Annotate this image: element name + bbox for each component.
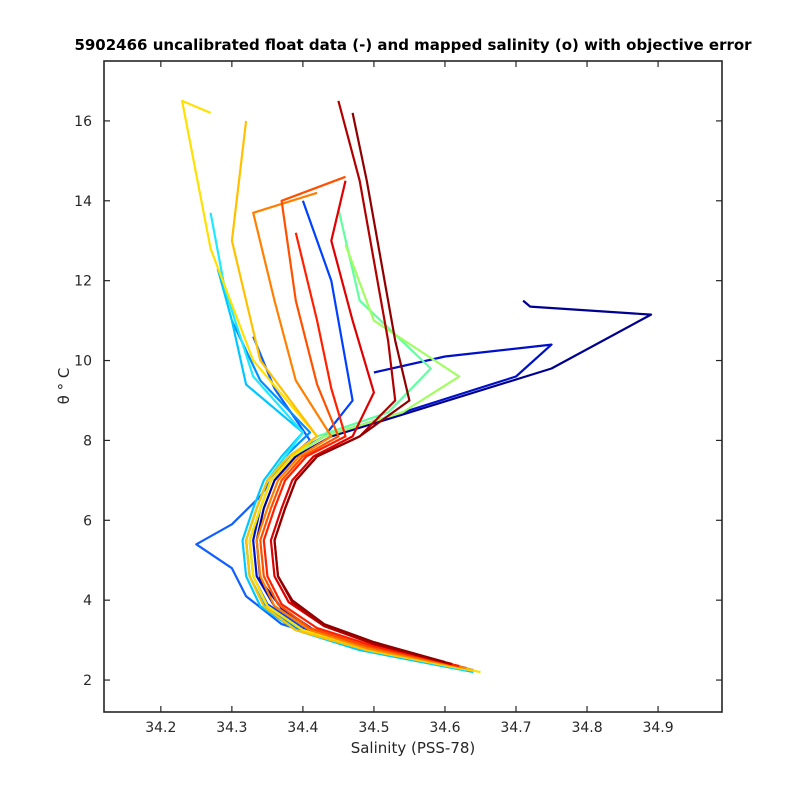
x-tick-label: 34.3 (216, 720, 247, 736)
x-axis-ticks: 34.2 34.3 34.4 34.5 34.6 34.7 34.8 34.9 (145, 61, 674, 736)
x-tick-label: 34.5 (358, 720, 389, 736)
y-tick-label: 14 (74, 194, 92, 210)
y-tick-label: 16 (74, 114, 92, 130)
series-line (259, 175, 460, 668)
series-line (273, 112, 446, 664)
y-tick-label: 2 (83, 673, 92, 689)
y-axis-label: θ ° C (55, 368, 73, 405)
series-line (216, 268, 474, 674)
series-line (262, 232, 460, 668)
series-line (252, 191, 467, 670)
x-tick-label: 34.4 (287, 720, 318, 736)
x-tick-label: 34.7 (500, 720, 531, 736)
y-axis-ticks: 2 4 6 8 10 12 14 16 (74, 114, 722, 689)
y-tick-label: 12 (74, 274, 92, 290)
series-line (248, 200, 467, 670)
series-line (209, 212, 467, 672)
y-tick-label: 6 (83, 513, 92, 529)
series-line (230, 120, 474, 672)
series-line (195, 336, 460, 668)
series-lines (181, 99, 653, 674)
x-tick-label: 34.8 (571, 720, 602, 736)
chart-title: 5902466 uncalibrated float data (-) and … (74, 36, 752, 54)
series-line (273, 100, 453, 666)
plot-frame (103, 60, 723, 713)
x-tick-label: 34.9 (642, 720, 673, 736)
series-line (181, 99, 481, 674)
y-tick-label: 4 (83, 593, 92, 609)
y-tick-label: 10 (74, 354, 92, 370)
y-tick-label: 8 (83, 433, 92, 449)
x-axis-label: Salinity (PSS-78) (351, 739, 476, 757)
x-tick-label: 34.2 (145, 720, 176, 736)
x-tick-label: 34.6 (429, 720, 460, 736)
